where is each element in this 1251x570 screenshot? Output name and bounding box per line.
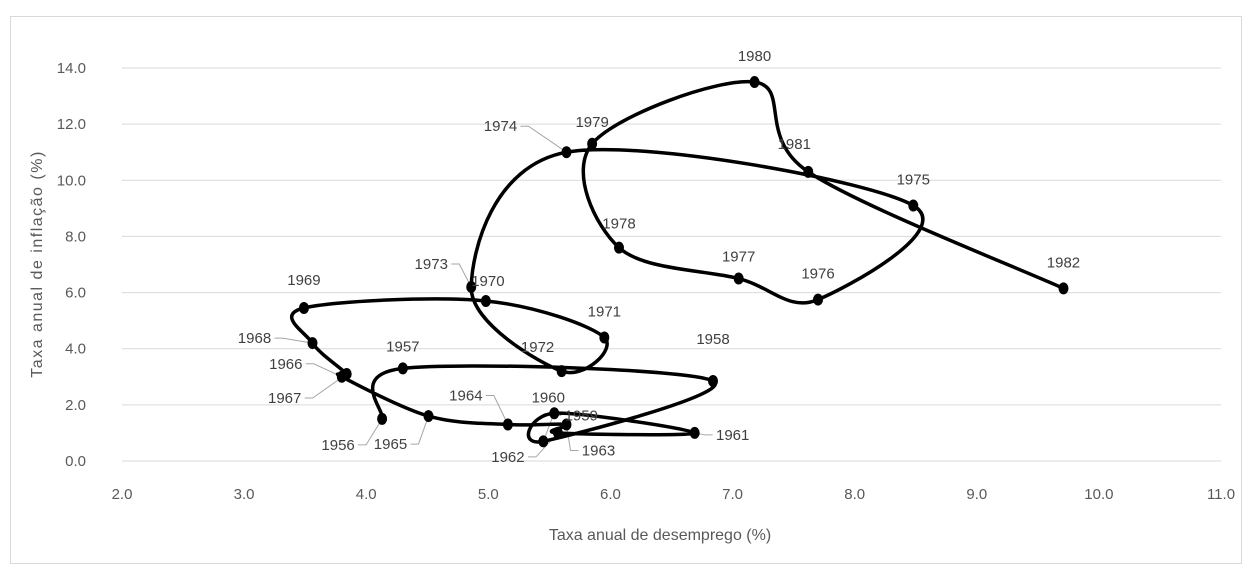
year-label-1965: 1965 — [374, 436, 407, 453]
year-label-1963: 1963 — [582, 443, 615, 460]
data-point-1980 — [749, 76, 760, 89]
x-tick-label: 9.0 — [966, 486, 987, 503]
data-point-1979 — [587, 137, 598, 150]
data-point-1967 — [341, 367, 352, 380]
data-point-1972 — [556, 365, 567, 378]
year-label-1969: 1969 — [287, 272, 320, 289]
x-tick-label: 8.0 — [844, 486, 865, 503]
data-point-1958 — [708, 374, 719, 387]
data-point-1971 — [599, 331, 610, 344]
year-label-1976: 1976 — [801, 266, 834, 283]
y-tick-label: 12.0 — [57, 116, 86, 133]
y-axis-ticks: 0.0 2.0 4.0 6.0 8.0 10.0 12.0 14.0 — [57, 60, 86, 470]
year-label-1978: 1978 — [602, 216, 635, 233]
data-point-1976 — [813, 293, 824, 306]
x-tick-label: 10.0 — [1084, 486, 1113, 503]
data-point-1974 — [561, 146, 572, 159]
data-point-1959 — [538, 435, 549, 448]
data-point-1961 — [689, 426, 700, 439]
x-tick-label: 6.0 — [600, 486, 621, 503]
leader-line — [304, 373, 347, 399]
leader-line — [305, 363, 343, 378]
data-points — [298, 76, 1069, 448]
data-point-1964 — [502, 418, 513, 431]
leader-line — [358, 418, 383, 446]
x-tick-label: 5.0 — [478, 486, 499, 503]
year-label-1982: 1982 — [1047, 254, 1080, 271]
leader-line — [520, 125, 567, 153]
year-label-1962: 1962 — [491, 449, 524, 466]
x-axis-ticks: 2.0 3.0 4.0 5.0 6.0 7.0 8.0 9.0 10.0 11.0 — [112, 486, 1235, 503]
data-point-1978 — [613, 241, 624, 254]
leader-line — [451, 263, 472, 288]
year-label-1966: 1966 — [269, 356, 302, 373]
year-label-1961: 1961 — [716, 427, 749, 444]
year-label-1956: 1956 — [321, 437, 354, 454]
x-tick-label: 2.0 — [112, 486, 133, 503]
data-point-1981 — [803, 165, 814, 178]
year-label-1960: 1960 — [532, 389, 565, 406]
y-tick-label: 2.0 — [65, 397, 86, 414]
year-label-1972: 1972 — [521, 339, 554, 356]
data-point-1956 — [377, 412, 388, 425]
series-line — [290, 79, 1066, 444]
year-label-1977: 1977 — [722, 249, 755, 266]
y-tick-label: 14.0 — [57, 60, 86, 77]
leader-line — [274, 337, 313, 344]
label-leader-lines — [274, 125, 713, 458]
leader-line — [410, 415, 429, 445]
year-label-1958: 1958 — [696, 331, 729, 348]
data-point-1970 — [480, 294, 491, 307]
data-point-1965 — [423, 410, 434, 423]
data-point-1975 — [908, 199, 919, 212]
year-label-1975: 1975 — [897, 172, 930, 189]
year-label-1971: 1971 — [588, 303, 621, 320]
year-label-1973: 1973 — [415, 256, 448, 273]
data-point-1969 — [298, 302, 309, 315]
y-tick-label: 6.0 — [65, 285, 86, 302]
data-point-1968 — [307, 337, 318, 350]
chart-border — [10, 16, 1242, 564]
year-label-1979: 1979 — [575, 114, 608, 131]
gridlines — [122, 67, 1221, 462]
y-axis-title: Taxa anual de inflação (%) — [29, 150, 46, 378]
x-tick-label: 7.0 — [722, 486, 743, 503]
data-point-1963 — [561, 418, 572, 431]
x-tick-label: 3.0 — [234, 486, 255, 503]
year-label-1980: 1980 — [738, 48, 771, 65]
year-label-1964: 1964 — [449, 388, 482, 405]
year-label-1970: 1970 — [471, 273, 504, 290]
year-label-1967: 1967 — [268, 390, 301, 407]
data-point-1973 — [466, 280, 477, 293]
y-tick-label: 10.0 — [57, 172, 86, 189]
data-point-1977 — [733, 272, 744, 285]
year-label-1974: 1974 — [484, 118, 517, 135]
x-axis-title: Taxa anual de desemprego (%) — [549, 527, 771, 544]
y-tick-label: 4.0 — [65, 341, 86, 358]
y-tick-label: 8.0 — [65, 228, 86, 245]
year-label-1957: 1957 — [386, 338, 419, 355]
x-tick-label: 11.0 — [1207, 486, 1235, 503]
data-point-1962 — [552, 426, 563, 439]
x-tick-label: 4.0 — [356, 486, 377, 503]
data-point-1960 — [549, 407, 560, 420]
y-tick-label: 0.0 — [65, 453, 86, 470]
data-point-1957 — [397, 362, 408, 375]
year-label-1959: 1959 — [565, 407, 598, 424]
year-label-1968: 1968 — [238, 330, 271, 347]
data-point-1982 — [1058, 282, 1069, 295]
leader-line — [485, 395, 509, 425]
year-label-1981: 1981 — [778, 136, 811, 153]
